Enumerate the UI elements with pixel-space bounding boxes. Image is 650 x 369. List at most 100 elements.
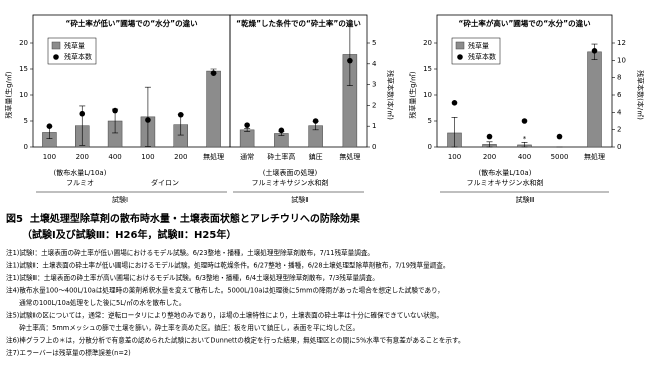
x-tick-label: 200 bbox=[483, 153, 496, 161]
legend-swatch bbox=[51, 41, 61, 50]
note: 注7)エラーバーは残草量の標準誤差(n=2) bbox=[6, 348, 131, 357]
caption: 図5 土壌処理型除草剤の散布時水量・土壌表面状態とアレチウリへの防除効果 bbox=[6, 212, 361, 225]
note: 注5)試験Ⅱの区については，通常：逆転ロータリにより整地のみであり，ほ場の土壌特… bbox=[6, 311, 443, 320]
y2-tick-label: 8 bbox=[617, 74, 621, 82]
dot bbox=[210, 70, 217, 76]
error-bar bbox=[144, 86, 151, 147]
legend-label: 残草量 bbox=[468, 41, 489, 50]
x-tick-label: 無処理 bbox=[203, 152, 224, 161]
y2-tick-label: 4 bbox=[617, 108, 622, 116]
note: 注1)試験Ⅲ：土壌表面の砕土率が高い圃場におけるモデル試験。6/3整地・播種，6… bbox=[6, 273, 379, 282]
x-tick-label: 100 bbox=[43, 153, 56, 161]
y-axis-label: 残草量(生g/㎡) bbox=[4, 71, 13, 119]
group-label: フルミオ bbox=[66, 179, 94, 187]
legend-label: 残草本数 bbox=[468, 52, 496, 61]
y2-tick-label: 6 bbox=[617, 91, 622, 99]
y-tick-label: 10 bbox=[423, 91, 432, 99]
dot bbox=[177, 111, 184, 118]
x-tick-label: 5000 bbox=[551, 153, 569, 161]
bar bbox=[206, 70, 221, 148]
y2-tick-label: 12 bbox=[617, 39, 626, 47]
note: 注1)試験Ⅱ：土壌表面の砕土率が低い圃場におけるモデル試験。処理時は乾燥条件。6… bbox=[6, 261, 449, 270]
y-tick-label: 0 bbox=[428, 143, 432, 151]
y-tick-label: 0 bbox=[24, 143, 28, 151]
group-label: ダイロン bbox=[151, 178, 179, 187]
group-label: 試験Ⅲ bbox=[516, 195, 535, 204]
x-tick-label: 無処理 bbox=[339, 152, 360, 161]
y-tick-label: 15 bbox=[423, 65, 432, 73]
plot-frame bbox=[229, 14, 368, 148]
dot bbox=[521, 118, 528, 124]
plot-frame bbox=[436, 14, 613, 148]
x-tick-label: 通常 bbox=[240, 152, 254, 161]
chart-title: “砕土率が低い”圃場での“水分”の違い bbox=[65, 18, 198, 28]
error-bar bbox=[451, 117, 458, 148]
y-tick-label: 20 bbox=[423, 39, 432, 47]
dot bbox=[486, 133, 493, 140]
dot bbox=[244, 122, 250, 128]
y-tick-label: 20 bbox=[19, 39, 28, 47]
dot bbox=[312, 118, 319, 124]
note: 通常の100L/10a処理をした後に5L/㎡の水を散布した。 bbox=[6, 298, 185, 307]
x-tick-label: 砕土率高 bbox=[267, 152, 295, 161]
x-tick-label: 鎮圧 bbox=[309, 152, 323, 161]
x-tick-label: 100 bbox=[141, 153, 154, 161]
caption: （試験Ⅰ及び試験Ⅲ：H26年，試験Ⅱ：H25年） bbox=[22, 228, 236, 241]
y-tick-label: 10 bbox=[19, 91, 28, 99]
x-tick-label: 無処理 bbox=[584, 152, 605, 161]
group-label: 試験Ⅱ bbox=[291, 195, 308, 204]
chart-title: “乾燥”した条件での“砕土率”の違い bbox=[236, 18, 361, 28]
dot bbox=[347, 57, 353, 64]
y2-tick-label: 3 bbox=[372, 81, 376, 89]
y2-tick-label: 5 bbox=[372, 39, 376, 47]
y-tick-label: 15 bbox=[19, 65, 28, 73]
y2-tick-label: 10 bbox=[617, 56, 626, 64]
dot bbox=[79, 110, 86, 117]
significance-mark: * bbox=[523, 135, 527, 143]
dot bbox=[556, 133, 563, 140]
dot bbox=[46, 123, 53, 129]
note: 注6)棒グラフ上の＊は，分散分析で有意差の認められた試験においてDunnettの… bbox=[6, 336, 465, 345]
note: 砕土率高：5mmメッシュの篩で土壌を篩い，砕土率を高めた区。鎮圧：板を用いて鎮圧… bbox=[6, 323, 359, 332]
y-axis-label: 残草量(生g/㎡) bbox=[408, 71, 417, 119]
y2-axis-label: 残草本数(本/㎡) bbox=[386, 70, 395, 120]
y-tick-label: 5 bbox=[428, 117, 432, 125]
error-bar bbox=[486, 141, 493, 148]
dot bbox=[451, 100, 458, 106]
dot bbox=[591, 48, 598, 54]
y2-tick-label: 2 bbox=[617, 126, 621, 134]
group-label: フルミオキサジン水和剤 bbox=[252, 178, 329, 187]
group-label: 試験Ⅰ bbox=[112, 195, 128, 204]
x-tick-label: 400 bbox=[108, 153, 121, 161]
dot bbox=[145, 117, 151, 123]
y2-tick-label: 0 bbox=[617, 143, 621, 151]
error-bar bbox=[346, 22, 353, 86]
error-bar bbox=[244, 127, 251, 132]
legend-swatch bbox=[457, 54, 463, 60]
bar bbox=[587, 51, 602, 148]
significance-mark: * bbox=[488, 134, 492, 142]
x-tick-label: 400 bbox=[518, 153, 531, 161]
legend-label: 残草量 bbox=[64, 41, 85, 50]
x-tick-label: 200 bbox=[174, 153, 187, 161]
error-bar bbox=[521, 142, 528, 148]
dot bbox=[112, 107, 118, 114]
note: 注4)散布水量100～400L/10aは処理時の薬剤希釈水量を変えて散布した。5… bbox=[6, 286, 444, 295]
bar bbox=[239, 129, 255, 148]
plot-frame bbox=[32, 14, 231, 148]
y2-tick-label: 4 bbox=[372, 60, 377, 68]
group-label: フルミオキサジン水和剤 bbox=[467, 178, 544, 187]
legend-swatch bbox=[53, 54, 59, 60]
group-label: (散布水量L/10a) bbox=[54, 168, 107, 177]
y2-tick-label: 0 bbox=[372, 143, 376, 151]
chart-title: “砕土率が高い”圃場での“水分”の違い bbox=[458, 18, 591, 28]
y2-tick-label: 2 bbox=[372, 101, 376, 109]
dot bbox=[278, 127, 285, 134]
legend-label: 残草本数 bbox=[64, 52, 92, 61]
group-label: (散布水量L/10a) bbox=[479, 168, 532, 177]
legend-swatch bbox=[455, 41, 465, 50]
group-label: (土壌表面の処理) bbox=[263, 168, 318, 177]
note: 注1)試験Ⅰ：土壌表面の砕土率が低い圃場におけるモデル試験。6/23整地・播種，… bbox=[6, 248, 374, 257]
y2-tick-label: 1 bbox=[372, 122, 376, 130]
